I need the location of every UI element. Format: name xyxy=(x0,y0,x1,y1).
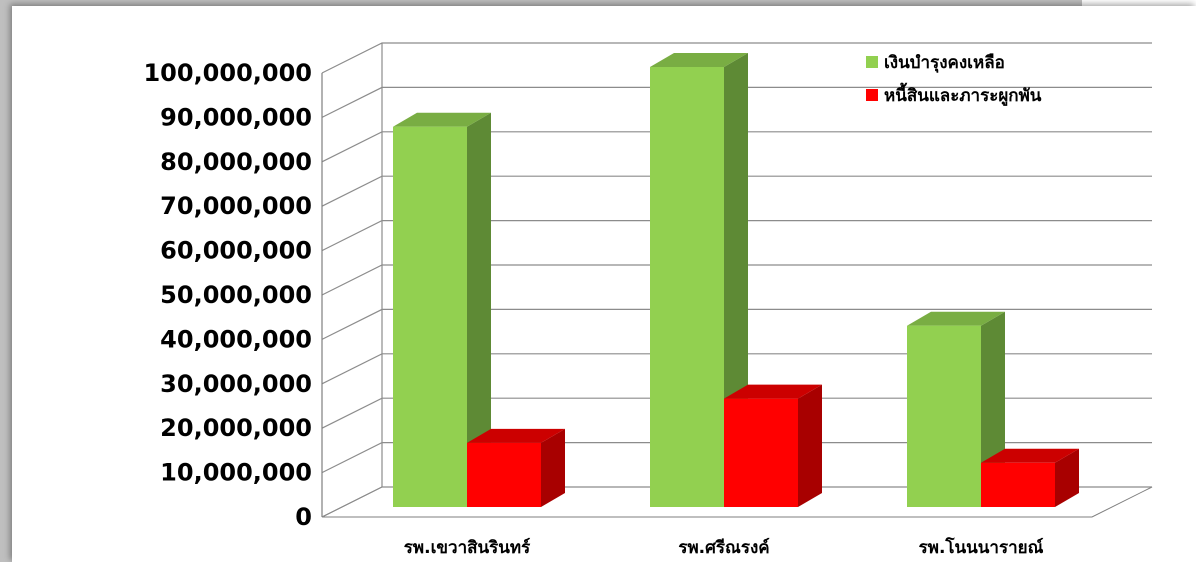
y-tick-label: 60,000,000 xyxy=(160,237,312,265)
bar-top xyxy=(981,448,1079,463)
bar-side xyxy=(1055,448,1079,507)
bar xyxy=(393,126,467,508)
bar-side xyxy=(798,384,822,507)
gridlines xyxy=(321,42,1152,518)
bar xyxy=(724,398,798,507)
bar-top xyxy=(467,428,565,443)
y-tick-label: 40,000,000 xyxy=(160,325,312,353)
bar xyxy=(907,325,981,507)
y-tick-label: 50,000,000 xyxy=(160,281,312,309)
bar xyxy=(981,462,1055,507)
y-tick-label: 100,000,000 xyxy=(143,59,312,87)
x-category-label: รพ.โนนนารายณ์ xyxy=(919,537,1044,558)
bar-side xyxy=(467,112,491,508)
y-tick-label: 10,000,000 xyxy=(160,459,312,487)
y-tick-label: 80,000,000 xyxy=(160,148,312,176)
bar-top xyxy=(650,53,748,67)
y-tick-label: 20,000,000 xyxy=(160,414,312,442)
bar-top xyxy=(393,112,491,127)
y-tick-label: 0 xyxy=(295,503,312,531)
y-tick-label: 70,000,000 xyxy=(160,192,312,220)
legend-swatch xyxy=(866,89,878,101)
legend-label: เงินบำรุงคงเหลือ xyxy=(884,52,1005,73)
x-axis-categories: รพ.เขวาสินรินทร์ รพ.ศรีณรงค์ รพ.โนนนารายณ์ xyxy=(404,537,1044,558)
y-tick-label: 30,000,000 xyxy=(160,370,312,398)
bar xyxy=(650,67,724,507)
bar-top xyxy=(724,384,822,399)
y-axis-ticks: 0 10,000,000 20,000,000 30,000,000 40,000,00… xyxy=(143,59,312,531)
bar-top xyxy=(907,311,1005,326)
legend-swatch xyxy=(866,56,878,68)
bar-side xyxy=(541,428,565,507)
bar xyxy=(467,442,541,507)
legend: เงินบำรุงคงเหลือหนี้สินและภาระผูกพัน xyxy=(866,52,1042,107)
legend-label: หนี้สินและภาระผูกพัน xyxy=(884,82,1042,107)
x-category-label: รพ.เขวาสินรินทร์ xyxy=(404,537,531,558)
x-category-label: รพ.ศรีณรงค์ xyxy=(678,537,769,558)
bars xyxy=(393,53,1079,508)
y-tick-label: 90,000,000 xyxy=(160,103,312,131)
